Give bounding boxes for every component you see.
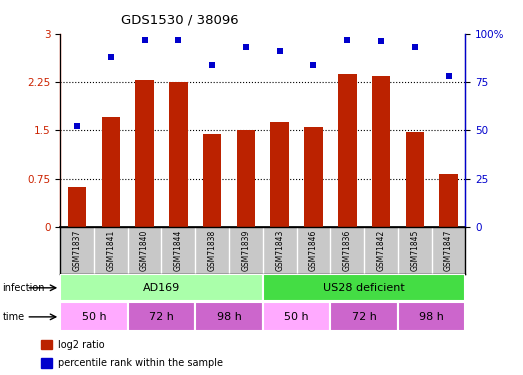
Bar <box>41 358 52 368</box>
Bar <box>263 303 331 331</box>
Point <box>208 62 217 68</box>
Bar <box>169 82 188 227</box>
Text: GSM71844: GSM71844 <box>174 230 183 271</box>
Text: log2 ratio: log2 ratio <box>58 339 105 350</box>
Text: percentile rank within the sample: percentile rank within the sample <box>58 358 223 368</box>
Bar <box>236 130 255 227</box>
Text: 72 h: 72 h <box>351 312 377 322</box>
Bar <box>405 132 424 227</box>
Point <box>411 44 419 50</box>
Text: 72 h: 72 h <box>149 312 174 322</box>
Bar <box>68 187 86 227</box>
Point <box>73 123 81 129</box>
Point <box>107 54 115 60</box>
Text: GSM71847: GSM71847 <box>444 230 453 271</box>
Bar <box>203 134 221 227</box>
Point <box>174 36 183 42</box>
Text: 50 h: 50 h <box>285 312 309 322</box>
Point <box>445 73 453 79</box>
Text: infection: infection <box>3 283 45 293</box>
Text: GSM71841: GSM71841 <box>106 230 115 271</box>
Text: GSM71839: GSM71839 <box>242 230 251 271</box>
Text: GSM71836: GSM71836 <box>343 230 352 271</box>
Text: AD169: AD169 <box>143 283 180 293</box>
Bar <box>372 76 390 227</box>
Text: GSM71843: GSM71843 <box>275 230 284 271</box>
Text: GDS1530 / 38096: GDS1530 / 38096 <box>121 13 238 27</box>
Bar <box>128 303 195 331</box>
Point <box>377 39 385 45</box>
Bar <box>135 80 154 227</box>
Bar <box>439 174 458 227</box>
Point <box>276 48 284 54</box>
Text: GSM71840: GSM71840 <box>140 230 149 271</box>
Text: 98 h: 98 h <box>217 312 242 322</box>
Bar <box>304 127 323 227</box>
Text: US28 deficient: US28 deficient <box>323 283 405 293</box>
Bar <box>338 74 357 227</box>
Text: 50 h: 50 h <box>82 312 106 322</box>
Point <box>140 36 149 42</box>
Text: GSM71837: GSM71837 <box>73 230 82 271</box>
Bar <box>195 303 263 331</box>
Bar <box>398 303 465 331</box>
Bar <box>60 303 128 331</box>
Text: GSM71842: GSM71842 <box>377 230 385 271</box>
Text: GSM71838: GSM71838 <box>208 230 217 271</box>
Bar <box>331 303 398 331</box>
Text: GSM71845: GSM71845 <box>411 230 419 271</box>
Bar <box>270 122 289 227</box>
Point <box>242 44 250 50</box>
Bar <box>60 274 263 302</box>
Bar <box>101 117 120 227</box>
Point <box>343 36 351 42</box>
Point <box>309 62 317 68</box>
Bar <box>41 340 52 349</box>
Text: time: time <box>3 312 25 322</box>
Text: 98 h: 98 h <box>419 312 444 322</box>
Text: GSM71846: GSM71846 <box>309 230 318 271</box>
Bar <box>263 274 465 302</box>
